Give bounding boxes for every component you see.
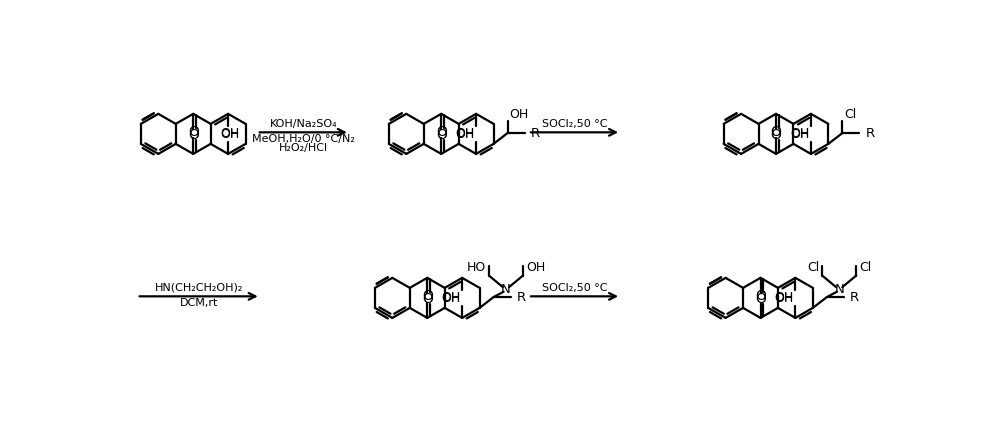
Text: OH: OH [455, 127, 475, 139]
Text: O: O [771, 128, 781, 142]
Text: H₂O₂/HCl: H₂O₂/HCl [279, 143, 328, 153]
Text: HO: HO [467, 261, 486, 275]
Text: OH: OH [775, 292, 794, 305]
Text: OH: OH [775, 290, 794, 304]
Text: OH: OH [790, 128, 809, 141]
Text: O: O [755, 289, 766, 303]
Text: OH: OH [441, 292, 461, 305]
Text: O: O [436, 128, 447, 142]
Text: KOH/Na₂SO₄: KOH/Na₂SO₄ [269, 119, 337, 129]
Text: OH: OH [220, 127, 239, 139]
Text: OH: OH [455, 128, 475, 141]
Text: R: R [517, 290, 526, 304]
Text: R: R [866, 127, 875, 139]
Text: SOCl₂,50 °C: SOCl₂,50 °C [542, 283, 607, 293]
Text: O: O [755, 293, 766, 306]
Text: N: N [834, 283, 844, 296]
Text: OH: OH [790, 127, 809, 139]
Text: Cl: Cl [859, 261, 872, 275]
Text: O: O [422, 293, 433, 306]
Text: DCM,rt: DCM,rt [179, 298, 218, 308]
Text: OH: OH [441, 290, 461, 304]
Text: OH: OH [509, 108, 528, 121]
Text: N: N [501, 283, 511, 296]
Text: R: R [531, 127, 540, 139]
Text: O: O [188, 128, 199, 142]
Text: MeOH,H₂O/0 °C/N₂: MeOH,H₂O/0 °C/N₂ [252, 134, 355, 144]
Text: Cl: Cl [807, 261, 819, 275]
Text: OH: OH [220, 128, 239, 141]
Text: O: O [436, 125, 447, 139]
Text: Cl: Cl [844, 108, 856, 121]
Text: HN(CH₂CH₂OH)₂: HN(CH₂CH₂OH)₂ [154, 283, 243, 293]
Text: O: O [771, 125, 781, 139]
Text: SOCl₂,50 °C: SOCl₂,50 °C [542, 119, 607, 129]
Text: OH: OH [526, 261, 545, 275]
Text: R: R [850, 290, 859, 304]
Text: O: O [422, 289, 433, 303]
Text: O: O [188, 125, 199, 139]
